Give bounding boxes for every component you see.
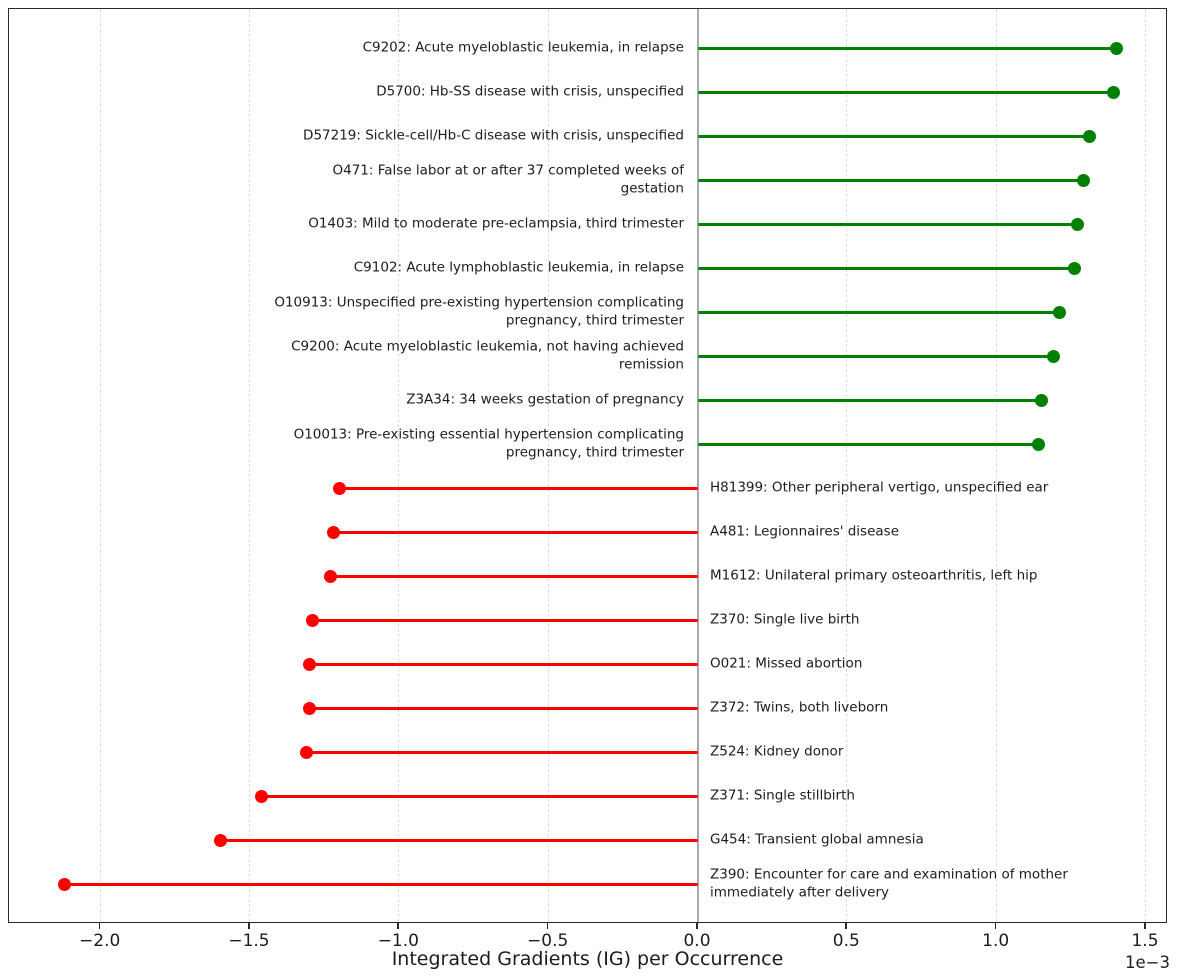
category-label: C9102: Acute lymphoblastic leukemia, in … xyxy=(353,259,684,276)
plot-area: C9202: Acute myeloblastic leukemia, in r… xyxy=(8,8,1167,923)
stem-line xyxy=(698,398,1042,402)
category-label: C9202: Acute myeloblastic leukemia, in r… xyxy=(362,39,684,56)
category-label: O471: False labor at or after 37 complet… xyxy=(332,162,685,197)
x-tick-label: −1.0 xyxy=(377,931,419,951)
data-point xyxy=(1109,41,1123,55)
category-label: O10913: Unspecified pre-existing hyperte… xyxy=(274,294,684,329)
gridline xyxy=(547,9,549,922)
x-axis-title: Integrated Gradients (IG) per Occurrence xyxy=(391,948,784,970)
stem-line xyxy=(261,794,698,798)
category-label: G454: Transient global amnesia xyxy=(710,831,924,848)
data-point xyxy=(303,657,317,671)
stem-line xyxy=(309,662,698,666)
data-point xyxy=(255,789,269,803)
x-tick-label: 0.5 xyxy=(832,931,860,951)
category-label: O021: Missed abortion xyxy=(710,655,863,672)
category-label: O1403: Mild to moderate pre-eclampsia, t… xyxy=(308,215,684,232)
stem-line xyxy=(333,530,698,534)
category-label: Z372: Twins, both liveborn xyxy=(710,699,889,716)
data-point xyxy=(58,877,72,891)
category-label: A481: Legionnaires' disease xyxy=(710,523,900,540)
stem-line xyxy=(698,266,1075,270)
gridline xyxy=(248,9,250,922)
stem-line xyxy=(698,178,1084,182)
stem-line xyxy=(698,310,1060,314)
stem-line xyxy=(64,882,698,886)
stem-line xyxy=(306,750,698,754)
data-point xyxy=(1052,305,1066,319)
stem-line xyxy=(309,706,698,710)
x-tick-mark xyxy=(994,923,997,929)
stem-line xyxy=(330,574,698,578)
category-label: Z370: Single live birth xyxy=(710,611,860,628)
data-point xyxy=(1034,393,1048,407)
category-label: Z390: Encounter for care and examination… xyxy=(710,866,1068,901)
x-tick-mark xyxy=(696,923,698,929)
data-point xyxy=(303,701,317,715)
axis-scale-offset-label: 1e−3 xyxy=(1125,953,1170,972)
x-tick-label: 1.0 xyxy=(982,931,1010,951)
stem-line xyxy=(698,46,1117,50)
gridline xyxy=(398,9,400,922)
data-point xyxy=(1082,129,1096,143)
stem-line xyxy=(220,838,698,842)
x-tick-mark xyxy=(546,923,549,929)
stem-line xyxy=(698,134,1090,138)
category-label: Z371: Single stillbirth xyxy=(710,787,855,804)
category-label: Z524: Kidney donor xyxy=(710,743,844,760)
data-point xyxy=(1046,349,1060,363)
x-tick-label: −0.5 xyxy=(527,931,569,951)
data-point xyxy=(1070,217,1084,231)
stem-line xyxy=(312,618,698,622)
x-tick-mark xyxy=(845,923,847,929)
data-point xyxy=(300,745,314,759)
stem-line xyxy=(339,486,698,490)
x-tick-mark xyxy=(397,923,399,929)
x-tick-mark xyxy=(98,923,101,929)
data-point xyxy=(333,481,347,495)
category-label: H81399: Other peripheral vertigo, unspec… xyxy=(710,479,1049,496)
data-point xyxy=(213,833,227,847)
stem-line xyxy=(698,354,1054,358)
data-point xyxy=(306,613,320,627)
x-tick-mark xyxy=(247,923,250,929)
zero-line xyxy=(697,9,699,922)
data-point xyxy=(1106,85,1120,99)
category-label: Z3A34: 34 weeks gestation of pregnancy xyxy=(406,391,684,408)
gridline xyxy=(1145,9,1146,922)
x-tick-label: 0.0 xyxy=(683,931,711,951)
data-point xyxy=(324,569,338,583)
x-tick-label: −2.0 xyxy=(79,931,121,951)
stem-line xyxy=(698,90,1114,94)
stem-line xyxy=(698,442,1039,446)
category-label: M1612: Unilateral primary osteoarthritis… xyxy=(710,567,1038,584)
gridline xyxy=(995,9,997,922)
data-point xyxy=(1067,261,1081,275)
stem-line xyxy=(698,222,1078,226)
data-point xyxy=(327,525,341,539)
category-label: C9200: Acute myeloblastic leukemia, not … xyxy=(291,338,684,373)
x-tick-label: −1.5 xyxy=(228,931,270,951)
data-point xyxy=(1031,437,1045,451)
gridline xyxy=(846,9,848,922)
data-point xyxy=(1076,173,1090,187)
x-tick-mark xyxy=(1144,923,1146,929)
category-label: D57219: Sickle-cell/Hb-C disease with cr… xyxy=(303,127,684,144)
category-label: D5700: Hb-SS disease with crisis, unspec… xyxy=(376,83,684,100)
x-tick-label: 1.5 xyxy=(1131,931,1159,951)
category-label: O10013: Pre-existing essential hypertens… xyxy=(293,426,684,461)
gridline xyxy=(99,9,101,922)
